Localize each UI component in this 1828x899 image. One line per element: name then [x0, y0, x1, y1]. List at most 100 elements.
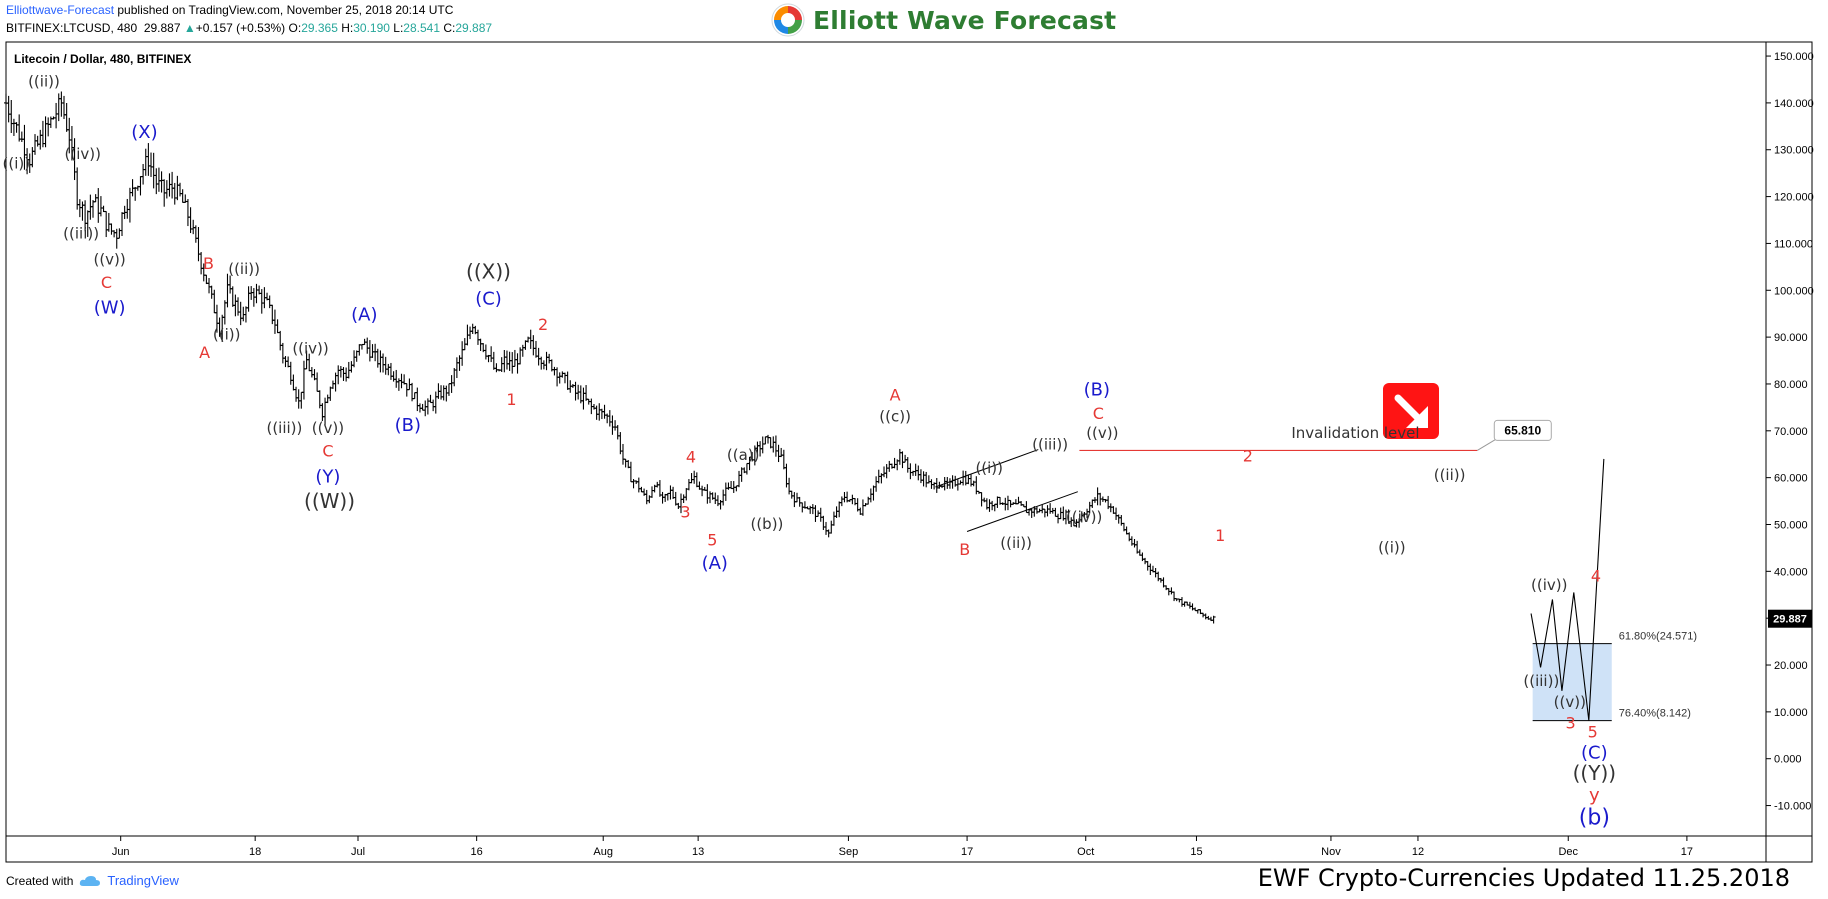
y-tick-label: 90.000 [1774, 332, 1808, 344]
y-tick-label: 110.000 [1774, 238, 1813, 250]
target-zone [1532, 643, 1612, 721]
wave-label: ((c)) [879, 407, 911, 425]
invalidation-callout-line [1477, 438, 1498, 451]
x-tick-label: 15 [1190, 846, 1202, 858]
wave-label: ((ii)) [228, 260, 260, 278]
wave-label: (W) [94, 298, 126, 319]
y-tick-label: 0.000 [1774, 754, 1802, 766]
wave-label: B [203, 254, 214, 273]
y-tick-label: 140.000 [1774, 98, 1814, 110]
wave-label: ((v)) [1086, 424, 1118, 442]
y-tick-label: 40.000 [1774, 566, 1808, 578]
wave-label: A [890, 385, 901, 404]
wave-label: (C) [475, 288, 502, 309]
high-value: 30.190 [353, 21, 390, 35]
wave-label: A [199, 343, 210, 362]
wave-label: ((v)) [312, 419, 344, 437]
symbol-label: BITFINEX:LTCUSD, 480 [6, 21, 138, 35]
wave-label: ((v)) [93, 251, 125, 269]
y-tick-label: 130.000 [1774, 145, 1814, 157]
close-label: C: [443, 21, 456, 35]
wave-label: Invalidation level [1291, 424, 1419, 442]
wave-label: 5 [1588, 723, 1598, 742]
tradingview-link[interactable]: TradingView [107, 873, 179, 888]
wave-label: ((iv)) [1066, 508, 1102, 526]
wave-label: (B) [395, 415, 421, 436]
wave-label: 2 [538, 315, 548, 334]
wave-label: (C) [1581, 743, 1608, 764]
wedge-line [935, 449, 1039, 488]
wave-label: 1 [506, 390, 516, 409]
wave-label: ((ii)) [1000, 534, 1032, 552]
ewf-logo-icon [771, 3, 805, 37]
y-tick-label: 20.000 [1774, 660, 1808, 672]
wave-label: (A) [702, 553, 728, 574]
open-value: 29.365 [301, 21, 338, 35]
y-tick-label: 150.000 [1774, 51, 1814, 63]
wave-label: ((iv)) [1531, 576, 1567, 594]
x-tick-label: Oct [1077, 846, 1094, 858]
wave-label: 3 [680, 502, 690, 521]
update-note: EWF Crypto-Currencies Updated 11.25.2018 [1257, 864, 1790, 892]
invalidation-price-label: 65.810 [1504, 423, 1541, 437]
wave-label: ((W)) [304, 489, 355, 513]
wave-label: ((iii)) [1032, 436, 1068, 454]
open-label: O: [288, 21, 302, 35]
wave-label: ((i)) [1378, 539, 1406, 557]
publish-info: Elliottwave-Forecast published on Tradin… [6, 3, 453, 17]
x-tick-label: 13 [692, 846, 704, 858]
created-with: Created with TradingView [6, 873, 179, 888]
chart-frame [5, 41, 1813, 863]
wave-label: C [322, 442, 333, 461]
created-with-label: Created with [6, 873, 74, 888]
wave-label: ((iii)) [1523, 672, 1559, 690]
y-tick-label: -10.000 [1774, 801, 1811, 813]
close-value: 29.887 [455, 21, 493, 35]
x-tick-label: Aug [593, 846, 613, 858]
ewf-logo: Elliott Wave Forecast [771, 0, 1116, 40]
wave-label: 4 [686, 448, 696, 467]
wave-label: C [101, 273, 112, 292]
y-tick-label: 70.000 [1774, 426, 1808, 438]
publish-text: published on TradingView.com, November 2… [114, 3, 454, 17]
change-value: +0.157 (+0.53%) [195, 21, 286, 35]
wave-label: ((b)) [750, 515, 783, 533]
x-tick-label: Nov [1321, 846, 1341, 858]
down-right-arrow-icon [1383, 383, 1439, 439]
wave-label: (b) [1579, 805, 1610, 830]
y-tick-label: 80.000 [1774, 379, 1808, 391]
wave-label: ((X)) [466, 260, 511, 284]
wave-label: ((iv)) [292, 340, 328, 358]
y-tick-label: 120.000 [1774, 192, 1814, 204]
wave-label: y [1589, 785, 1600, 806]
wave-label: ((i)) [2, 154, 30, 172]
wave-label: ((a)) [727, 446, 760, 464]
x-tick-label: 12 [1412, 846, 1424, 858]
tradingview-cloud-icon [80, 875, 101, 886]
fib-level-label: 76.40%(8.142) [1619, 708, 1691, 720]
wave-label: B [959, 540, 970, 559]
x-tick-label: 16 [471, 846, 483, 858]
wave-label: ((i)) [975, 459, 1003, 477]
wave-label: 3 [1566, 713, 1576, 732]
y-tick-label: 60.000 [1774, 473, 1808, 485]
wave-label: 2 [1243, 446, 1253, 465]
wave-label: ((Y)) [1573, 761, 1616, 785]
arrow-icon-head [1406, 406, 1428, 428]
x-tick-label: Jun [112, 846, 130, 858]
wedge-line [966, 491, 1078, 532]
wave-label: 1 [1215, 526, 1225, 545]
price-bars [4, 91, 1216, 624]
author-link[interactable]: Elliottwave-Forecast [6, 3, 115, 17]
wave-label: 4 [1591, 567, 1601, 586]
wave-label: (A) [351, 305, 377, 326]
last-price: 29.887 [143, 21, 181, 35]
y-tick-label: 100.000 [1774, 285, 1814, 297]
low-value: 28.541 [403, 21, 440, 35]
x-tick-label: 18 [249, 846, 261, 858]
wave-label: ((iii)) [266, 419, 302, 437]
current-price-box [1768, 609, 1812, 628]
wave-label: ((iv)) [65, 145, 101, 163]
y-tick-label: 10.000 [1774, 707, 1808, 719]
